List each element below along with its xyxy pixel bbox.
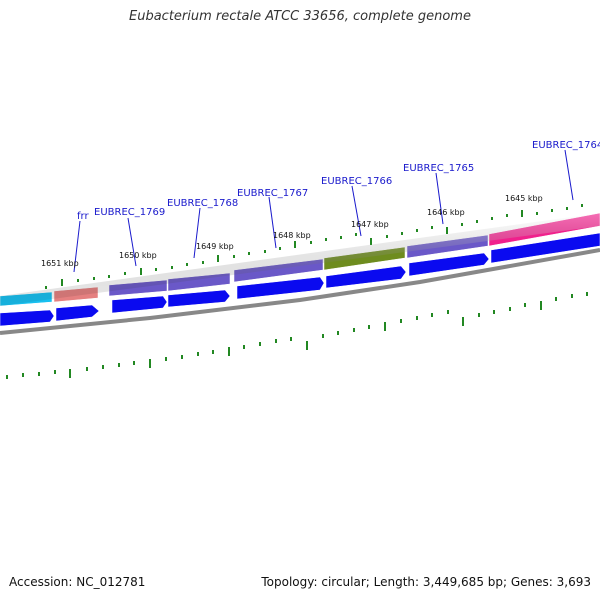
- leader-line: [127, 217, 137, 267]
- leader-line: [564, 149, 574, 201]
- leader-line: [435, 172, 444, 225]
- kbp-label: 1645 kbp: [505, 194, 543, 203]
- cds-arrow: [167, 289, 231, 308]
- leader-line: [268, 196, 277, 249]
- gene-feature-track: [0, 212, 600, 307]
- leader-line: [193, 207, 201, 259]
- cds-arrow: [0, 309, 55, 327]
- genome-backbone: [0, 248, 600, 335]
- cds-arrow: [408, 252, 490, 277]
- cds-arrow: [490, 232, 600, 264]
- cds-arrow: [325, 265, 407, 289]
- kbp-label: 1651 kbp: [41, 259, 79, 268]
- kbp-label: 1648 kbp: [273, 231, 311, 240]
- gene-label-eubrec-1764[interactable]: EUBREC_1764: [532, 140, 600, 151]
- kbp-label: 1650 kbp: [119, 251, 157, 260]
- leader-line: [73, 220, 81, 273]
- genome-summary: Topology: circular; Length: 3,449,685 bp…: [261, 575, 591, 589]
- label-leaders: [73, 149, 574, 273]
- kbp-label: 1649 kbp: [196, 242, 234, 251]
- gene-labels: frr EUBREC_1769 EUBREC_1768 EUBREC_1767 …: [77, 140, 600, 222]
- kbp-label: 1647 kbp: [351, 220, 389, 229]
- gene-label-eubrec-1768[interactable]: EUBREC_1768: [167, 198, 238, 209]
- gene-label-eubrec-1769[interactable]: EUBREC_1769: [94, 207, 165, 218]
- gene-label-eubrec-1767[interactable]: EUBREC_1767: [237, 188, 308, 199]
- cds-arrow: [236, 276, 325, 300]
- gene-label-eubrec-1766[interactable]: EUBREC_1766: [321, 176, 392, 187]
- cds-arrow: [55, 304, 100, 322]
- page-title: Eubacterium rectale ATCC 33656, complete…: [129, 9, 471, 24]
- gene-label-frr[interactable]: frr: [77, 211, 89, 222]
- accession-label: Accession: NC_012781: [9, 575, 146, 589]
- cds-arrow-track: [0, 232, 600, 327]
- inner-tick-track: [6, 292, 588, 379]
- position-labels: 1651 kbp 1650 kbp 1649 kbp 1648 kbp 1647…: [41, 194, 543, 268]
- leader-line: [351, 185, 362, 237]
- outer-tick-track: [45, 204, 583, 289]
- kbp-label: 1646 kbp: [427, 208, 465, 217]
- cds-arrow: [111, 295, 168, 314]
- gene-label-eubrec-1765[interactable]: EUBREC_1765: [403, 163, 474, 174]
